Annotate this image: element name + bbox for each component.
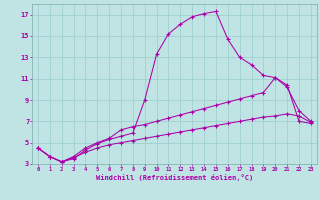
X-axis label: Windchill (Refroidissement éolien,°C): Windchill (Refroidissement éolien,°C) [96,174,253,181]
